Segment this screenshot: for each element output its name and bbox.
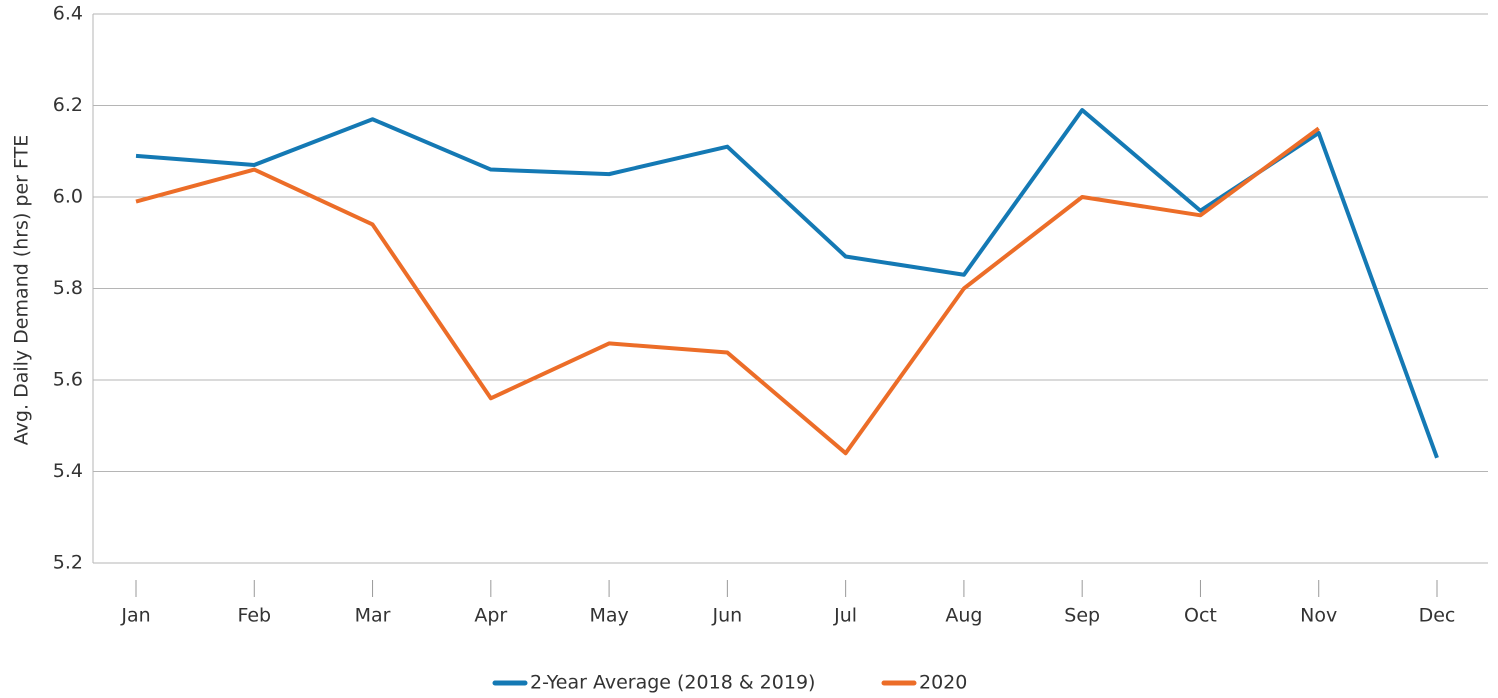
y-tick-label: 5.4: [53, 460, 83, 482]
x-tick-label: Mar: [355, 605, 391, 627]
series-line: [135, 108, 1439, 459]
y-tick-label: 6.4: [53, 3, 83, 25]
y-tick-label: 6.2: [53, 94, 83, 116]
x-tick-label: Feb: [237, 605, 271, 627]
x-tick-label: Aug: [945, 605, 982, 627]
x-tick-label: Jan: [120, 605, 150, 627]
y-tick-label: 5.8: [53, 277, 83, 299]
x-tick-label: Nov: [1300, 605, 1337, 627]
x-tick-label: Dec: [1419, 605, 1456, 627]
x-tick-label: Oct: [1184, 605, 1217, 627]
y-axis-label: Avg. Daily Demand (hrs) per FTE: [11, 135, 33, 445]
x-tick-label: Sep: [1064, 605, 1100, 627]
legend-label: 2020: [919, 672, 967, 694]
x-tick-label: Jun: [712, 605, 743, 627]
x-tick-label: Apr: [474, 605, 507, 627]
y-tick-label: 6.0: [53, 186, 83, 208]
x-tick-label: May: [589, 605, 628, 627]
x-tick-label: Jul: [833, 605, 857, 627]
y-tick-label: 5.2: [53, 552, 83, 574]
series-line: [135, 126, 1320, 456]
y-tick-label: 5.6: [53, 369, 83, 391]
legend-label: 2-Year Average (2018 & 2019): [530, 672, 815, 694]
